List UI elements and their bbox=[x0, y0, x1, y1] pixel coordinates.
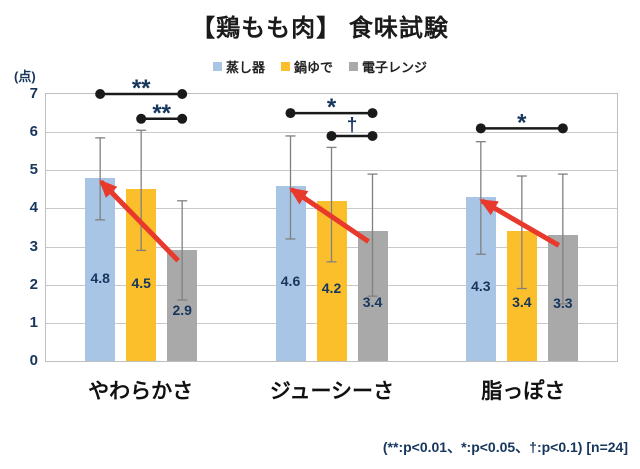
y-axis: 0 1 2 3 4 5 6 7 bbox=[0, 85, 38, 369]
y-tick-label: 4 bbox=[29, 199, 38, 217]
value-label: 4.2 bbox=[321, 279, 342, 296]
legend-swatch bbox=[212, 62, 222, 71]
sig-label: ** bbox=[132, 75, 151, 102]
legend-item: 鍋ゆで bbox=[280, 57, 333, 76]
value-label: 4.8 bbox=[90, 269, 110, 286]
value-label: 3.3 bbox=[553, 295, 573, 312]
sig-bracket: ** bbox=[136, 100, 188, 127]
y-axis-unit-label: (点) bbox=[14, 69, 36, 84]
value-label: 2.9 bbox=[172, 302, 192, 319]
legend-item: 電子レンジ bbox=[349, 57, 427, 76]
comparison-arrow bbox=[479, 198, 561, 248]
legend-label: 蒸し器 bbox=[225, 60, 265, 75]
sig-label: ** bbox=[152, 100, 171, 127]
significance-footnote: (**:p<0.01、*:p<0.05、†:p<0.1) [n=24] bbox=[382, 439, 628, 455]
error-bar bbox=[516, 175, 527, 290]
y-tick-label: 2 bbox=[29, 275, 38, 293]
value-label: 4.6 bbox=[280, 273, 301, 289]
comparison-arrow bbox=[289, 187, 370, 244]
error-bar bbox=[326, 146, 337, 263]
value-label: 4.3 bbox=[471, 278, 491, 295]
sig-bracket: ** bbox=[95, 75, 188, 102]
y-tick-label: 7 bbox=[29, 85, 38, 102]
chart-title: 【鶏もも肉】 食味試験 bbox=[191, 15, 449, 42]
legend-swatch bbox=[280, 62, 290, 71]
error-bar bbox=[475, 141, 486, 255]
value-label: 4.5 bbox=[131, 274, 151, 291]
error-bar bbox=[285, 135, 296, 240]
category-label: ジューシーさ bbox=[269, 380, 395, 403]
x-axis-category-labels: やわらかさ ジューシーさ 脂っぽさ bbox=[45, 375, 619, 405]
legend-item: 蒸し器 bbox=[212, 57, 265, 76]
category-label: 脂っぽさ bbox=[481, 380, 566, 403]
value-label: 3.4 bbox=[362, 293, 383, 310]
value-label: 3.4 bbox=[512, 293, 532, 310]
category-label: やわらかさ bbox=[88, 380, 194, 403]
legend-swatch bbox=[349, 62, 358, 71]
y-tick-label: 3 bbox=[29, 237, 38, 255]
sig-label: † bbox=[347, 115, 358, 136]
sig-label: * bbox=[327, 94, 337, 121]
error-bar bbox=[95, 137, 106, 221]
error-bar bbox=[177, 200, 188, 301]
y-tick-label: 1 bbox=[29, 313, 38, 331]
error-bar bbox=[557, 173, 568, 305]
legend: 蒸し器 鍋ゆで 電子レンジ bbox=[0, 57, 640, 76]
error-bar bbox=[136, 129, 147, 252]
y-tick-label: 6 bbox=[29, 123, 38, 141]
plot-area: 4.8 4.6 4.3 4.5 4.2 3.4 2.9 3.4 3.3 ** ** * † * bbox=[45, 75, 618, 362]
error-bar bbox=[367, 173, 378, 297]
y-tick-label: 0 bbox=[29, 352, 38, 369]
comparison-arrow bbox=[99, 179, 180, 263]
y-tick-label: 5 bbox=[29, 161, 38, 179]
sig-bracket: * bbox=[475, 109, 568, 136]
chart-overlay: **** *† * bbox=[95, 75, 568, 305]
sig-bracket: * bbox=[285, 94, 378, 121]
sig-bracket: † bbox=[326, 115, 378, 141]
legend-label: 鍋ゆで bbox=[293, 60, 333, 75]
legend-label: 電子レンジ bbox=[362, 60, 428, 75]
sig-label: * bbox=[517, 109, 527, 136]
